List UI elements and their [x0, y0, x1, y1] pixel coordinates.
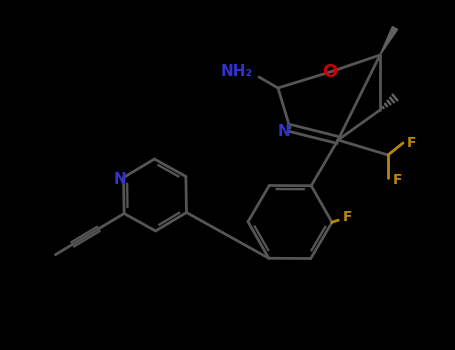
Text: N: N — [113, 172, 126, 187]
Text: F: F — [392, 173, 402, 187]
Text: F: F — [407, 136, 417, 150]
Text: NH₂: NH₂ — [221, 64, 253, 79]
Text: F: F — [343, 210, 353, 224]
Text: N: N — [278, 125, 290, 140]
Polygon shape — [380, 27, 398, 55]
Text: O: O — [323, 63, 338, 81]
